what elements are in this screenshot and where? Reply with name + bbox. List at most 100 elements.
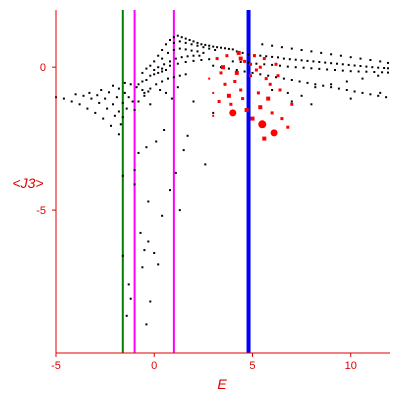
data-point	[198, 54, 201, 57]
data-point	[280, 46, 283, 49]
data-point	[341, 63, 344, 66]
data-point	[127, 283, 130, 286]
data-point	[377, 94, 380, 97]
data-point	[180, 56, 183, 59]
data-point	[294, 66, 297, 69]
data-point	[239, 61, 242, 63]
data-point	[184, 73, 187, 76]
data-point	[365, 70, 368, 73]
data-point	[145, 146, 148, 149]
data-point	[147, 200, 150, 203]
data-point	[145, 323, 148, 326]
data-point	[261, 43, 264, 46]
data-point	[182, 149, 185, 152]
data-point	[184, 41, 187, 44]
data-point	[250, 116, 255, 121]
data-point	[117, 110, 120, 113]
data-point	[310, 67, 313, 70]
data-point	[276, 74, 280, 78]
data-point	[330, 86, 333, 89]
y-tick-label: 0	[40, 62, 46, 74]
data-point	[147, 90, 150, 93]
x-tick-label: -5	[51, 360, 61, 372]
data-point	[204, 163, 207, 166]
data-point	[229, 102, 233, 106]
data-point	[318, 67, 321, 70]
data-point	[227, 47, 230, 50]
data-point	[161, 57, 164, 60]
data-point	[163, 63, 166, 66]
data-point	[143, 94, 146, 97]
data-point	[135, 86, 138, 89]
data-point	[112, 84, 114, 87]
data-point	[200, 43, 203, 46]
data-point	[241, 97, 245, 101]
data-point	[387, 71, 389, 74]
data-point	[137, 151, 140, 154]
data-point	[214, 49, 217, 51]
data-point	[349, 56, 352, 59]
data-point	[298, 80, 301, 83]
data-point	[108, 91, 110, 94]
data-point	[312, 60, 315, 63]
data-point	[275, 76, 277, 79]
data-point	[178, 74, 181, 77]
data-point	[314, 83, 317, 86]
data-point	[212, 111, 215, 114]
data-point	[239, 88, 243, 92]
data-point	[106, 107, 109, 110]
data-point	[268, 82, 272, 86]
data-point	[70, 100, 73, 103]
data-point	[262, 136, 267, 141]
data-point	[112, 103, 114, 106]
data-point	[196, 50, 199, 53]
data-point	[161, 49, 164, 51]
data-point	[200, 59, 203, 61]
data-point	[349, 97, 352, 100]
data-point	[359, 65, 362, 67]
data-point	[123, 81, 126, 84]
data-point	[227, 67, 230, 70]
x-tick-label: 0	[151, 360, 157, 372]
data-point	[339, 54, 342, 57]
data-point	[121, 116, 124, 119]
data-point	[153, 69, 156, 71]
y-ticks: 0 -5	[36, 62, 56, 217]
data-point	[247, 53, 250, 56]
data-point	[256, 91, 260, 95]
data-point	[265, 55, 268, 58]
black-data-series	[55, 34, 389, 326]
data-point	[184, 48, 187, 51]
data-point	[233, 80, 237, 83]
red-data-series	[208, 50, 294, 141]
data-point	[361, 77, 364, 80]
data-point	[204, 43, 207, 46]
data-point	[341, 69, 344, 72]
data-point	[208, 44, 211, 47]
data-point	[300, 94, 303, 97]
data-point	[223, 82, 227, 86]
data-point	[271, 44, 274, 47]
data-point	[176, 62, 179, 65]
data-point	[127, 96, 130, 99]
data-point	[82, 94, 85, 97]
data-point	[294, 58, 297, 61]
data-point	[249, 62, 252, 66]
data-point	[270, 111, 274, 115]
data-point	[215, 57, 219, 61]
data-point	[385, 96, 388, 99]
data-point	[196, 41, 199, 44]
data-point	[371, 66, 374, 69]
data-point	[279, 64, 281, 67]
data-point	[310, 50, 313, 53]
data-point	[286, 125, 290, 129]
data-point	[176, 34, 179, 37]
data-point	[94, 111, 97, 114]
data-point	[121, 101, 124, 104]
data-point	[377, 74, 380, 77]
data-point	[302, 66, 305, 69]
data-point	[192, 100, 195, 103]
data-point	[264, 77, 268, 81]
data-point	[184, 61, 187, 63]
data-point	[219, 71, 223, 75]
